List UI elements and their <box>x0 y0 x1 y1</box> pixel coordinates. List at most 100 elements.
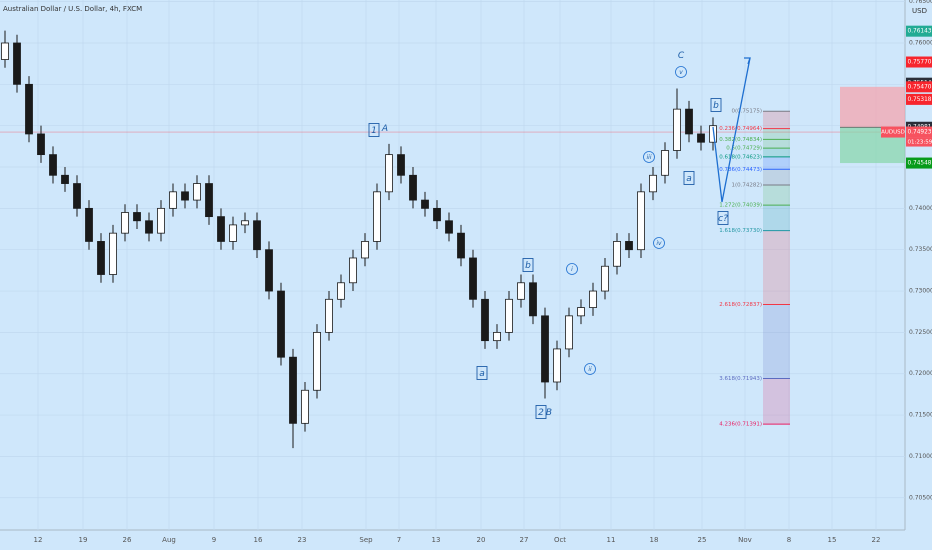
candle-body <box>397 154 405 176</box>
label-box <box>535 405 547 419</box>
candle-body <box>85 207 93 242</box>
wave-label: b <box>713 101 719 111</box>
x-tick-label: 26 <box>123 536 132 544</box>
candle-body <box>661 150 669 176</box>
label-box <box>522 258 534 272</box>
candle-body <box>13 42 21 85</box>
candle-body <box>49 154 57 176</box>
x-tick-label: 18 <box>650 536 659 544</box>
label-circle <box>653 237 665 249</box>
fib-zone <box>763 304 790 379</box>
candle-body <box>469 257 477 300</box>
label-box <box>717 211 729 225</box>
candle-body <box>265 249 273 292</box>
wave-label: A <box>381 124 388 134</box>
projection-arrow <box>744 57 751 65</box>
candle-body <box>241 220 249 226</box>
candle-body <box>457 232 465 259</box>
y-tick-label: 0.72500 <box>909 329 932 336</box>
candle-body <box>433 207 441 222</box>
candle-body <box>133 212 141 222</box>
x-tick-label: 8 <box>787 536 791 544</box>
fib-label: 3.618(0.71943) <box>719 376 762 382</box>
price-axis: 0.765000.760000.755000.750000.745000.740… <box>881 0 932 501</box>
price-tag <box>906 25 932 37</box>
y-tick-label: 0.74000 <box>909 205 932 212</box>
price-tag <box>906 56 932 68</box>
candle-body <box>349 257 357 284</box>
candle-body <box>481 298 489 342</box>
fib-label: 0.786(0.74473) <box>719 167 762 173</box>
x-tick-label: 19 <box>79 536 88 544</box>
y-tick-label: 0.71500 <box>909 412 932 419</box>
candle-body <box>37 133 45 156</box>
candle-body <box>217 216 225 242</box>
y-tick-label: 0.72000 <box>909 370 932 377</box>
wave-label: b <box>525 261 531 271</box>
fib-label: 0.236(0.74964) <box>719 126 762 132</box>
candle-body <box>361 241 369 259</box>
candle-body <box>529 282 537 317</box>
wave-label: a <box>479 369 485 379</box>
candle-body <box>445 220 453 234</box>
fib-label: 0(0.75175) <box>731 109 762 115</box>
currency: USD <box>912 7 927 15</box>
grid <box>0 0 905 530</box>
price-tag <box>906 157 932 169</box>
x-tick-label: 27 <box>520 536 529 544</box>
candle-body <box>253 220 261 251</box>
label-circle <box>675 66 687 78</box>
label-box <box>710 98 722 112</box>
x-tick-label: Sep <box>359 536 373 544</box>
fib-label: 1(0.74282) <box>731 183 762 189</box>
fib-zone <box>763 128 790 140</box>
candle-body <box>613 241 621 267</box>
candle-body <box>673 108 681 151</box>
candle-body <box>229 224 237 242</box>
candle-body <box>109 232 117 275</box>
candle-body <box>337 282 345 300</box>
price-tag-label: 0.75770 <box>908 60 932 66</box>
wave-label: i <box>571 266 573 273</box>
candle-body <box>697 133 705 143</box>
fib-zone <box>763 205 790 231</box>
x-tick-label: 25 <box>698 536 707 544</box>
label-box <box>683 171 695 185</box>
fib-label: 1.272(0.74039) <box>719 203 762 209</box>
x-tick-label: 22 <box>872 536 881 544</box>
x-tick-label: 11 <box>607 536 616 544</box>
fib-label: 2.618(0.72837) <box>719 302 762 308</box>
candle-body <box>649 174 657 193</box>
x-tick-label: Aug <box>162 536 176 544</box>
x-tick-label: Nov <box>738 536 752 544</box>
candle-body <box>157 207 165 234</box>
y-tick-label: 0.73000 <box>909 288 932 295</box>
price-tag <box>906 126 932 138</box>
x-tick-label: 12 <box>34 536 43 544</box>
price-tag-label: 0.75470 <box>908 84 932 90</box>
fib-zone <box>763 169 790 186</box>
wave-label: ii <box>588 366 592 373</box>
countdown-tag <box>906 137 932 147</box>
candle-body <box>385 154 393 193</box>
label-circle <box>584 363 596 375</box>
candle-body <box>169 191 177 209</box>
price-tag-label: 0.74923 <box>908 130 932 136</box>
price-tag <box>906 81 932 93</box>
y-tick-label: 0.71000 <box>909 453 932 460</box>
fib-label: 4.236(0.71391) <box>719 422 762 428</box>
wave-label: C <box>678 51 685 61</box>
wave-label: c? <box>718 214 728 224</box>
label-box <box>476 366 488 380</box>
candle-body <box>589 290 597 308</box>
candle-body <box>565 315 573 350</box>
fib-label: 0.618(0.74623) <box>719 154 762 160</box>
fib-zone <box>763 148 790 157</box>
symbol-tag <box>881 126 905 138</box>
label-box <box>368 123 380 137</box>
x-tick-label: 7 <box>397 536 401 544</box>
candle-body <box>145 220 153 234</box>
wave-label: iii <box>646 154 651 161</box>
